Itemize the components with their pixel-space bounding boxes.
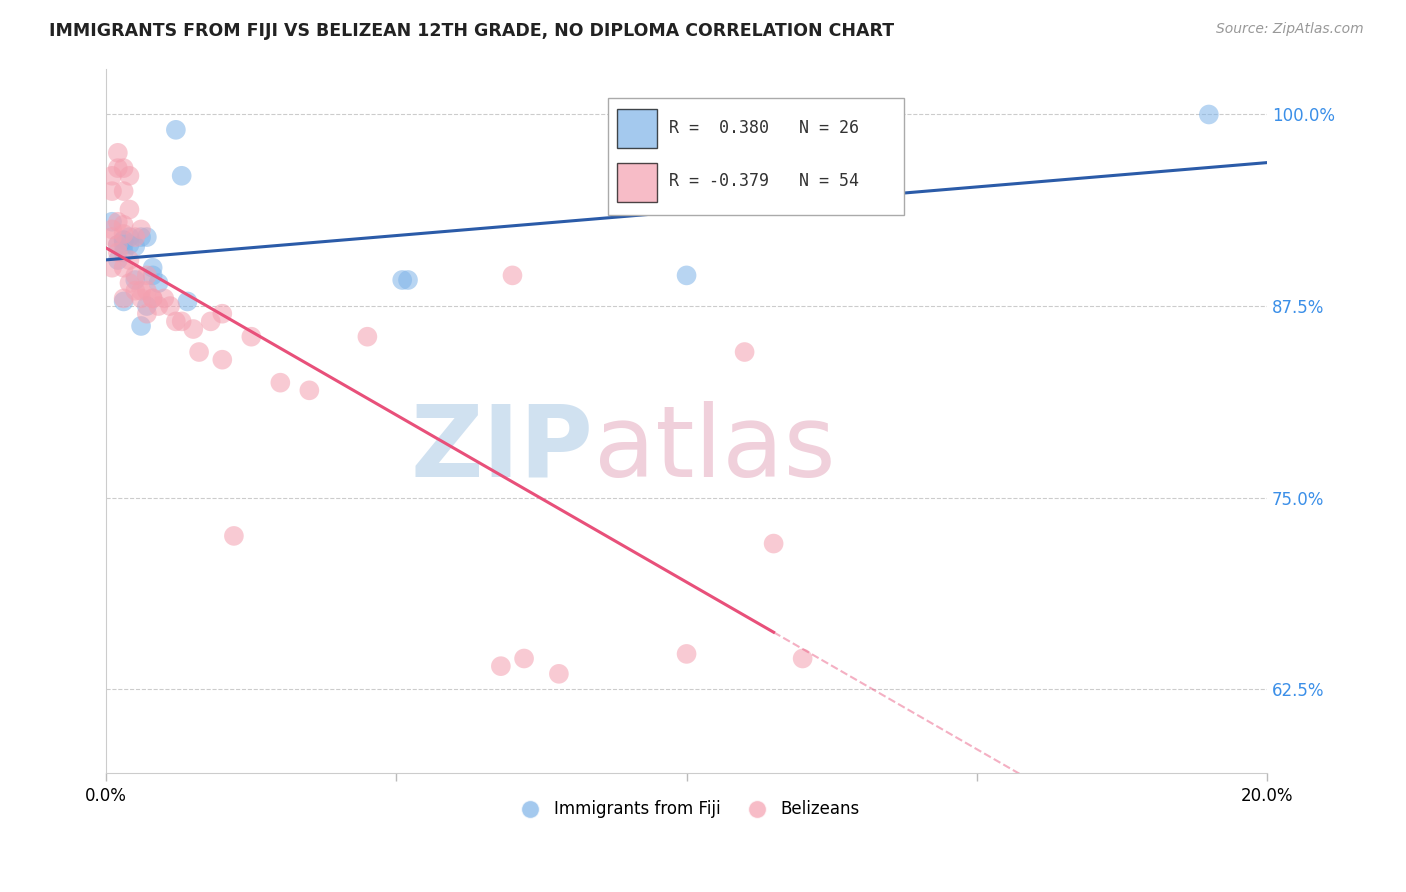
Point — [792, 651, 814, 665]
Point — [188, 345, 211, 359]
Point — [159, 299, 181, 313]
Point — [112, 294, 135, 309]
Point — [112, 237, 135, 252]
Point — [112, 245, 135, 260]
Point — [124, 239, 146, 253]
Point — [142, 292, 165, 306]
Point — [112, 218, 135, 232]
Point — [1198, 107, 1220, 121]
Point — [396, 273, 419, 287]
Point — [356, 329, 378, 343]
Point — [153, 292, 176, 306]
Point — [101, 169, 124, 183]
Point — [135, 230, 157, 244]
Text: atlas: atlas — [593, 401, 835, 498]
Point — [101, 222, 124, 236]
Point — [513, 651, 536, 665]
Point — [142, 268, 165, 283]
Point — [391, 273, 413, 287]
Point — [165, 314, 187, 328]
Point — [135, 284, 157, 298]
Point — [107, 145, 129, 160]
Point — [298, 384, 321, 398]
Point — [112, 184, 135, 198]
Point — [176, 294, 198, 309]
Text: Source: ZipAtlas.com: Source: ZipAtlas.com — [1216, 22, 1364, 37]
Legend: Immigrants from Fiji, Belizeans: Immigrants from Fiji, Belizeans — [508, 794, 866, 825]
Point — [240, 329, 263, 343]
Point — [675, 268, 697, 283]
Point — [142, 292, 165, 306]
Text: ZIP: ZIP — [411, 401, 593, 498]
Point — [129, 222, 152, 236]
Point — [124, 230, 146, 244]
Point — [135, 299, 157, 313]
Text: IMMIGRANTS FROM FIJI VS BELIZEAN 12TH GRADE, NO DIPLOMA CORRELATION CHART: IMMIGRANTS FROM FIJI VS BELIZEAN 12TH GR… — [49, 22, 894, 40]
Point — [101, 215, 124, 229]
Point — [118, 253, 141, 268]
Point — [489, 659, 512, 673]
Point — [112, 161, 135, 175]
Point — [107, 237, 129, 252]
Point — [118, 169, 141, 183]
Point — [129, 292, 152, 306]
Point — [124, 268, 146, 283]
Point — [269, 376, 291, 390]
Point — [112, 227, 135, 241]
Point — [118, 276, 141, 290]
Point — [101, 184, 124, 198]
Point — [112, 292, 135, 306]
Point — [118, 237, 141, 252]
Point — [211, 307, 233, 321]
Point — [129, 318, 152, 333]
Point — [107, 245, 129, 260]
Point — [124, 273, 146, 287]
Point — [107, 237, 129, 252]
Point — [118, 202, 141, 217]
Point — [148, 299, 170, 313]
Point — [170, 169, 193, 183]
Point — [734, 345, 756, 359]
Point — [124, 284, 146, 298]
Point — [222, 529, 245, 543]
Point — [112, 233, 135, 247]
Point — [135, 268, 157, 283]
Point — [165, 123, 187, 137]
Point — [148, 276, 170, 290]
Point — [129, 284, 152, 298]
Point — [101, 260, 124, 275]
Point — [181, 322, 204, 336]
Point — [101, 230, 124, 244]
Point — [107, 215, 129, 229]
Point — [107, 253, 129, 268]
Point — [142, 260, 165, 275]
Point — [675, 647, 697, 661]
Point — [501, 268, 523, 283]
Point — [762, 536, 785, 550]
Point — [211, 352, 233, 367]
Point — [107, 161, 129, 175]
Point — [112, 260, 135, 275]
Point — [200, 314, 222, 328]
Point — [112, 233, 135, 247]
Point — [170, 314, 193, 328]
Point — [135, 307, 157, 321]
Point — [548, 666, 571, 681]
Point — [129, 230, 152, 244]
Point — [118, 230, 141, 244]
